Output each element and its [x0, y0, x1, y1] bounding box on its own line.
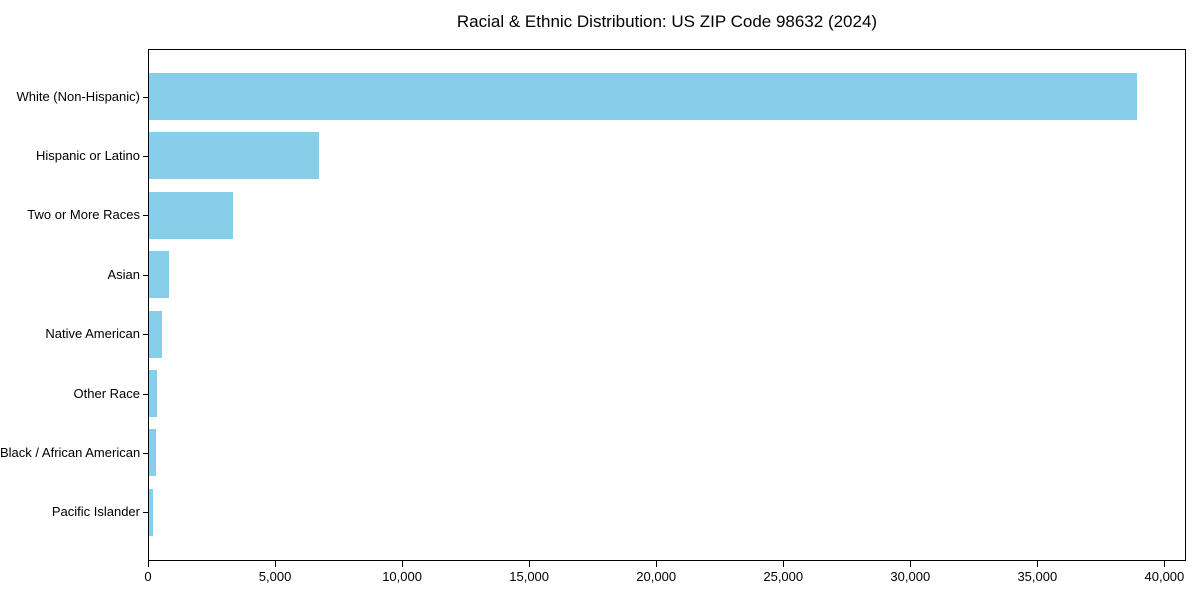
y-label-hispanic-or-latino: Hispanic or Latino [35, 147, 140, 163]
bar-white-non-hispanic [149, 73, 1138, 120]
x-tick-label-20-000: 20,000 [636, 569, 677, 584]
x-tick-25-000 [783, 561, 785, 567]
y-label-pacific-islander: Pacific Islander [51, 504, 140, 520]
bar-pacific-islander [149, 488, 154, 536]
x-tick-label-0: 0 [144, 569, 152, 584]
x-tick-20-000 [656, 561, 658, 567]
bar-native-american [149, 310, 163, 358]
x-tick-label-15-000: 15,000 [509, 569, 550, 584]
x-tick-0 [148, 561, 149, 567]
plot-area [148, 49, 1186, 561]
y-label-two-or-more-races: Two or More Races [27, 207, 140, 223]
x-tick-label-35-000: 35,000 [1017, 569, 1058, 584]
y-label-asian: Asian [107, 266, 140, 282]
x-tick-10-000 [402, 561, 404, 567]
bar-other-race [149, 370, 158, 417]
x-tick-5-000 [275, 561, 277, 567]
y-tick-other-race [143, 393, 148, 395]
y-label-other-race: Other Race [73, 385, 140, 401]
chart-title: Racial & Ethnic Distribution: US ZIP Cod… [456, 12, 878, 31]
bar-asian [149, 251, 170, 299]
y-tick-two-or-more-races [143, 215, 148, 217]
y-tick-hispanic-or-latino [143, 155, 148, 157]
y-label-native-american: Native American [45, 326, 140, 342]
x-tick-30-000 [910, 561, 912, 567]
bar-hispanic-or-latino [149, 132, 320, 180]
bar-two-or-more-races [149, 191, 233, 239]
y-tick-white-non-hispanic [143, 96, 148, 98]
x-tick-label-5-000: 5,000 [258, 569, 292, 584]
bar-black-african-american [149, 429, 157, 477]
x-tick-40-000 [1164, 561, 1166, 567]
y-tick-native-american [143, 334, 148, 336]
x-tick-35-000 [1037, 561, 1039, 567]
x-tick-label-30-000: 30,000 [890, 569, 931, 584]
x-tick-15-000 [529, 561, 531, 567]
x-tick-label-25-000: 25,000 [763, 569, 804, 584]
x-tick-label-10-000: 10,000 [382, 569, 422, 584]
y-tick-asian [143, 274, 148, 276]
y-tick-pacific-islander [143, 512, 148, 514]
y-tick-black-african-american [143, 452, 148, 454]
y-label-black-african-american: Black / African American [0, 444, 141, 460]
y-label-white-non-hispanic: White (Non-Hispanic) [16, 88, 140, 104]
x-tick-label-40-000: 40,000 [1144, 569, 1185, 584]
